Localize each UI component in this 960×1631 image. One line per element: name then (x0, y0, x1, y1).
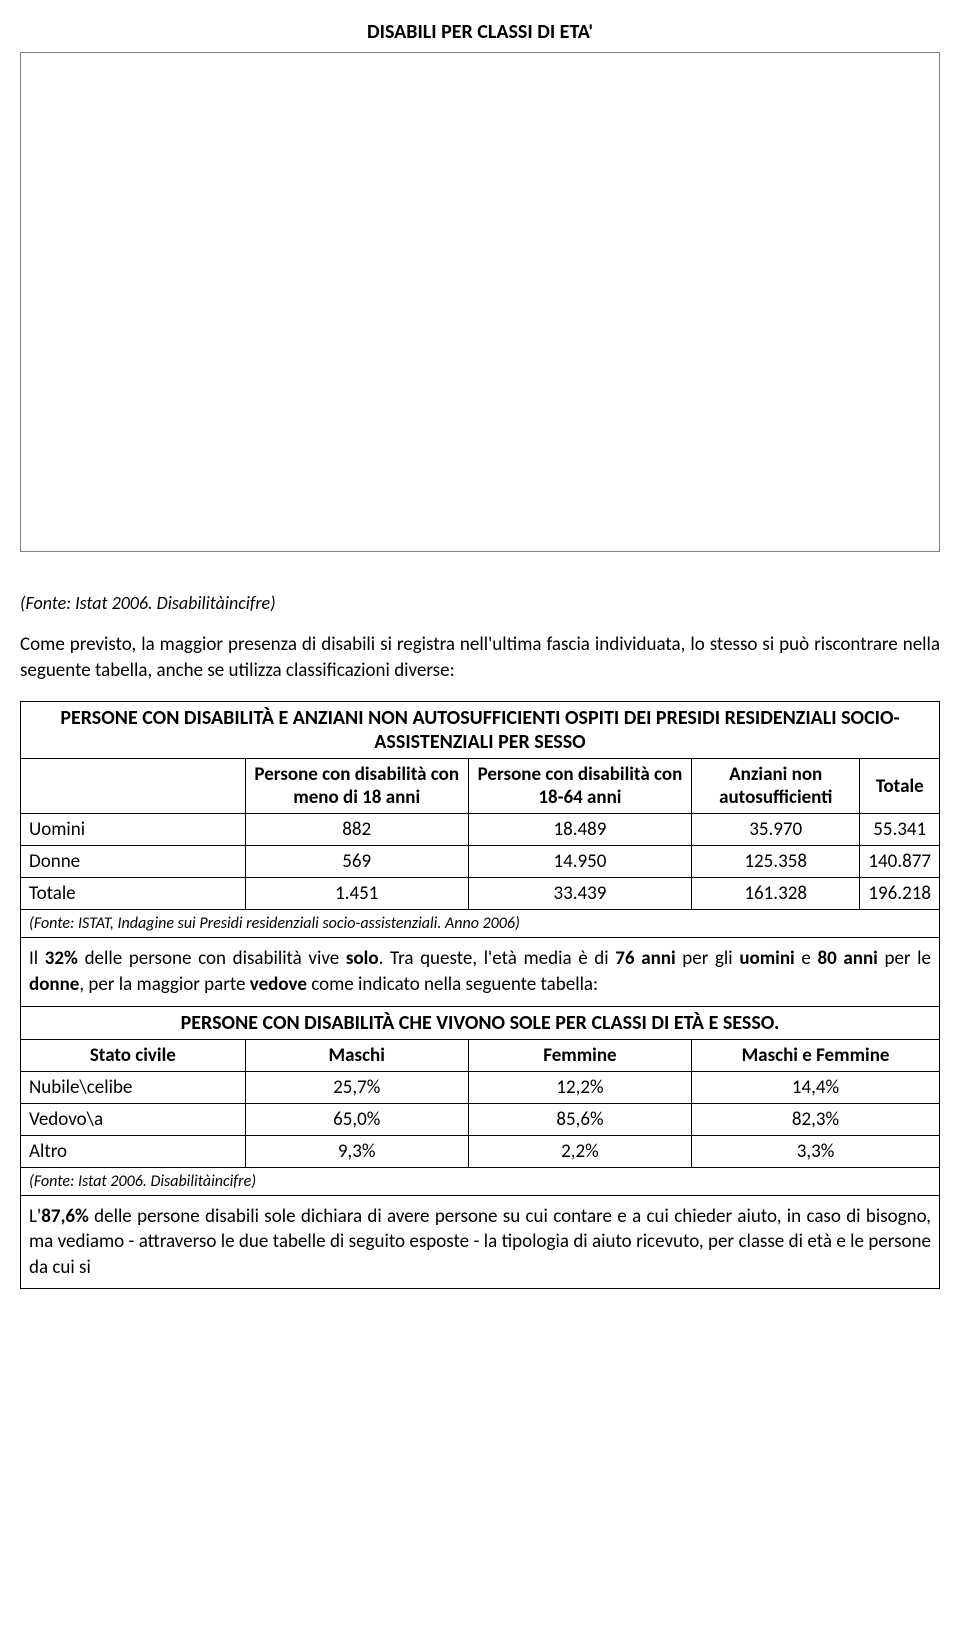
table-row: Nubile\celibe 25,7% 12,2% 14,4% (21, 1071, 940, 1103)
intro-paragraph: Come previsto, la maggior presenza di di… (20, 632, 940, 683)
cell: Totale (21, 878, 246, 910)
cell: Donne (21, 846, 246, 878)
cell: 14.950 (468, 846, 691, 878)
table2-title: PERSONE CON DISABILITÀ CHE VIVONO SOLE P… (21, 1006, 940, 1039)
cell: 3,3% (692, 1135, 940, 1167)
cell: 25,7% (245, 1071, 468, 1103)
table1-col1: Persone con disabilità con meno di 18 an… (245, 759, 468, 814)
text: come indicato nella seguente tabella: (307, 973, 598, 996)
para3: L'87,6% delle persone disabili sole dich… (21, 1195, 940, 1289)
cell: Vedovo\a (21, 1103, 246, 1135)
text-bold: donne (29, 973, 79, 996)
table-presidi: PERSONE CON DISABILITÀ E ANZIANI NON AUT… (20, 701, 940, 1289)
cell: 82,3% (692, 1103, 940, 1135)
text: Il (29, 947, 45, 970)
chart-source: (Fonte: Istat 2006. Disabilitàincifre) (20, 592, 940, 614)
text-bold: vedove (250, 973, 307, 996)
cell: 12,2% (468, 1071, 691, 1103)
cell: 569 (245, 846, 468, 878)
table2-col1: Maschi (245, 1039, 468, 1071)
text: e (795, 947, 818, 970)
text: delle persone con disabilità vive (78, 947, 346, 970)
text-bold: 87,6% (41, 1205, 89, 1228)
pie-chart-container (20, 52, 940, 552)
cell: 18.489 (468, 814, 691, 846)
table-row: Uomini 882 18.489 35.970 55.341 (21, 814, 940, 846)
cell: 65,0% (245, 1103, 468, 1135)
cell: Uomini (21, 814, 246, 846)
cell: 1.451 (245, 878, 468, 910)
text-bold: uomini (739, 947, 794, 970)
cell: 125.358 (692, 846, 860, 878)
chart-title: DISABILI PER CLASSI DI ETA' (20, 20, 940, 44)
text: delle persone disabili sole dichiara di … (29, 1205, 931, 1279)
table2-footnote: (Fonte: Istat 2006. Disabilitàincifre) (21, 1167, 940, 1195)
text-bold: solo (346, 947, 379, 970)
cell: 2,2% (468, 1135, 691, 1167)
table2-col2: Femmine (468, 1039, 691, 1071)
cell: 55.341 (860, 814, 940, 846)
table-row: Totale 1.451 33.439 161.328 196.218 (21, 878, 940, 910)
cell: 882 (245, 814, 468, 846)
text: L' (29, 1205, 41, 1228)
text-bold: 76 anni (615, 947, 675, 970)
table1-footnote: (Fonte: ISTAT, Indagine sui Presidi resi… (21, 910, 940, 938)
table-row: Altro 9,3% 2,2% 3,3% (21, 1135, 940, 1167)
text: . Tra queste, l'età media è di (379, 947, 616, 970)
table1-title: PERSONE CON DISABILITÀ E ANZIANI NON AUT… (21, 702, 940, 759)
cell: 35.970 (692, 814, 860, 846)
cell: 33.439 (468, 878, 691, 910)
table1-col4: Totale (860, 759, 940, 814)
text-bold: 80 anni (817, 947, 877, 970)
text: , per la maggior parte (79, 973, 249, 996)
table2-col0: Stato civile (21, 1039, 246, 1071)
cell: Nubile\celibe (21, 1071, 246, 1103)
cell: 196.218 (860, 878, 940, 910)
cell: 9,3% (245, 1135, 468, 1167)
table1-col0 (21, 759, 246, 814)
table1-col2: Persone con disabilità con 18-64 anni (468, 759, 691, 814)
pie-chart (61, 133, 481, 433)
cell: 85,6% (468, 1103, 691, 1135)
cell: 140.877 (860, 846, 940, 878)
table-row: Donne 569 14.950 125.358 140.877 (21, 846, 940, 878)
cell: Altro (21, 1135, 246, 1167)
table1-col3: Anziani non autosufficienti (692, 759, 860, 814)
para2: Il 32% delle persone con disabilità vive… (21, 938, 940, 1006)
table2-col3: Maschi e Femmine (692, 1039, 940, 1071)
cell: 161.328 (692, 878, 860, 910)
cell: 14,4% (692, 1071, 940, 1103)
text: per le (878, 947, 931, 970)
text: per gli (676, 947, 740, 970)
table-row: Vedovo\a 65,0% 85,6% 82,3% (21, 1103, 940, 1135)
text-bold: 32% (45, 947, 78, 970)
